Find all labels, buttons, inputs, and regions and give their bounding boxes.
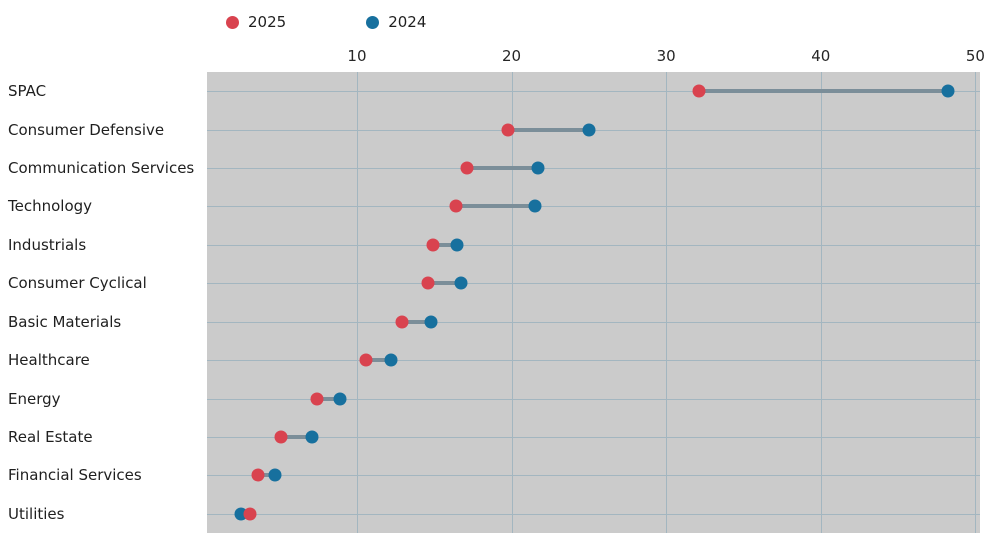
dumbbell-connector (366, 358, 391, 363)
legend-item-2025[interactable]: 2025 (226, 13, 286, 31)
dumbbell-connector (428, 281, 461, 286)
data-point-2025[interactable] (395, 315, 409, 329)
category-label: Utilities (8, 504, 65, 523)
legend-label-2024: 2024 (388, 13, 427, 31)
data-point-2024[interactable] (531, 161, 545, 175)
plot-area (207, 72, 980, 533)
gridline-horizontal (207, 168, 980, 170)
data-point-2025[interactable] (449, 199, 463, 213)
dumbbell-connector (258, 473, 276, 478)
gridline-vertical (511, 72, 513, 533)
gridline-horizontal (207, 360, 980, 362)
gridline-horizontal (207, 436, 980, 438)
x-axis-tick-label: 30 (656, 47, 676, 65)
category-label: Communication Services (8, 159, 195, 178)
dumbbell-connector (466, 166, 538, 171)
legend-label-2025: 2025 (248, 13, 287, 31)
dumbbell-connector (455, 204, 535, 209)
legend-marker-2025-icon (226, 15, 239, 29)
gridline-horizontal (207, 206, 980, 208)
gridline-horizontal (207, 91, 980, 93)
category-label: Consumer Cyclical (8, 274, 147, 293)
data-point-2025[interactable] (426, 238, 440, 252)
legend-marker-2024-icon (366, 15, 380, 29)
data-point-2024[interactable] (454, 276, 468, 290)
category-label: SPAC (8, 82, 47, 101)
gridline-vertical (356, 72, 358, 533)
gridline-horizontal (207, 283, 980, 285)
dumbbell-connector (698, 89, 948, 94)
x-axis-tick-label: 50 (965, 47, 985, 65)
gridline-horizontal (207, 513, 980, 515)
data-point-2025[interactable] (243, 507, 257, 521)
legend-item-2024[interactable]: 2024 (366, 13, 426, 31)
category-label: Energy (8, 389, 61, 408)
data-point-2024[interactable] (582, 123, 596, 137)
dumbbell-connector (316, 396, 340, 401)
data-point-2024[interactable] (941, 84, 955, 98)
x-axis-tick-label: 10 (347, 47, 367, 65)
data-point-2024[interactable] (268, 468, 282, 482)
dumbbell-connector (432, 242, 458, 247)
category-label: Technology (8, 197, 93, 216)
dumbbell-connector (401, 319, 432, 324)
category-label: Basic Materials (8, 312, 122, 331)
gridline-vertical (820, 72, 822, 533)
data-point-2025[interactable] (359, 353, 373, 367)
gridline-horizontal (207, 321, 980, 323)
data-point-2025[interactable] (274, 430, 288, 444)
gridline-horizontal (207, 475, 980, 477)
category-label: Industrials (8, 235, 87, 254)
chart-legend: 2025 2024 (226, 13, 426, 31)
data-point-2024[interactable] (384, 353, 398, 367)
dumbbell-connector (508, 127, 589, 132)
data-point-2024[interactable] (305, 430, 319, 444)
data-point-2025[interactable] (310, 392, 324, 406)
category-label: Financial Services (8, 466, 142, 485)
dumbbell-connector (281, 434, 313, 439)
category-label: Healthcare (8, 351, 90, 370)
data-point-2025[interactable] (501, 123, 515, 137)
gridline-horizontal (207, 398, 980, 400)
data-point-2024[interactable] (528, 199, 542, 213)
gridline-vertical (666, 72, 668, 533)
x-axis-tick-label: 40 (811, 47, 831, 65)
data-point-2025[interactable] (692, 84, 706, 98)
data-point-2025[interactable] (251, 468, 265, 482)
category-label: Consumer Defensive (8, 120, 165, 139)
data-point-2025[interactable] (421, 276, 435, 290)
data-point-2024[interactable] (450, 238, 464, 252)
gridline-vertical (975, 72, 977, 533)
category-label: Real Estate (8, 427, 93, 446)
x-axis-tick-label: 20 (502, 47, 522, 65)
data-point-2024[interactable] (333, 392, 347, 406)
gridline-horizontal (207, 244, 980, 246)
data-point-2024[interactable] (424, 315, 438, 329)
data-point-2025[interactable] (460, 161, 474, 175)
